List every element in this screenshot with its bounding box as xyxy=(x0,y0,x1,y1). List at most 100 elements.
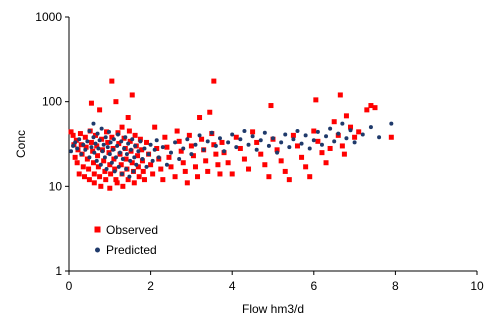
predicted-point xyxy=(103,135,108,140)
x-tick-label: 10 xyxy=(470,279,484,293)
observed-point xyxy=(116,141,122,147)
observed-point xyxy=(323,160,329,166)
predicted-point xyxy=(94,158,99,163)
predicted-point xyxy=(348,128,353,133)
predicted-point xyxy=(283,132,288,137)
predicted-point xyxy=(85,139,90,144)
observed-point xyxy=(327,145,333,151)
observed-point xyxy=(262,162,268,168)
predicted-point xyxy=(75,146,80,151)
observed-point xyxy=(97,107,103,113)
observed-point xyxy=(299,154,305,160)
observed-point xyxy=(286,177,292,183)
predicted-point xyxy=(107,152,112,157)
observed-point xyxy=(195,174,201,180)
predicted-point xyxy=(133,143,138,148)
observed-series xyxy=(68,78,394,191)
predicted-point xyxy=(340,121,345,126)
predicted-point xyxy=(169,150,173,155)
predicted-point xyxy=(130,137,135,142)
x-tick-label: 4 xyxy=(229,279,236,293)
observed-point xyxy=(237,145,243,151)
predicted-point xyxy=(368,125,373,130)
predicted-point xyxy=(73,140,78,145)
predicted-point xyxy=(213,143,218,148)
observed-point xyxy=(217,171,223,177)
predicted-point xyxy=(69,149,74,154)
predicted-point xyxy=(275,150,280,155)
predicted-point xyxy=(83,147,88,152)
predicted-point xyxy=(112,169,117,174)
observed-point xyxy=(127,138,133,144)
predicted-point xyxy=(144,164,149,169)
predicted-point xyxy=(115,132,120,137)
observed-point xyxy=(70,132,76,138)
observed-point xyxy=(88,100,94,106)
observed-point xyxy=(125,177,131,183)
observed-point xyxy=(101,158,107,164)
observed-point xyxy=(105,139,111,145)
observed-point xyxy=(241,156,247,162)
observed-point xyxy=(91,171,97,177)
observed-point xyxy=(120,183,126,189)
observed-point xyxy=(82,174,88,180)
predicted-point xyxy=(79,152,84,157)
predicted-point xyxy=(109,160,114,165)
predicted-point xyxy=(105,145,110,150)
predicted-point xyxy=(108,140,113,145)
observed-point xyxy=(137,136,143,142)
predicted-point xyxy=(246,142,251,147)
x-tick-label: 0 xyxy=(66,279,73,293)
observed-point xyxy=(84,156,90,162)
observed-point xyxy=(205,168,211,174)
predicted-point xyxy=(287,145,292,150)
predicted-point xyxy=(131,169,136,174)
legend-observed-label: Observed xyxy=(106,223,158,237)
observed-point xyxy=(91,180,97,186)
predicted-point xyxy=(389,121,394,126)
observed-point xyxy=(99,136,105,142)
legend-predicted-marker xyxy=(95,247,100,253)
observed-point xyxy=(172,174,178,180)
observed-point xyxy=(180,160,186,166)
predicted-point xyxy=(127,174,132,179)
predicted-point xyxy=(344,136,349,141)
y-tick-label: 1 xyxy=(55,264,62,278)
predicted-point xyxy=(100,149,105,154)
observed-point xyxy=(294,143,300,149)
predicted-point xyxy=(106,129,111,134)
predicted-point xyxy=(242,129,247,134)
predicted-point xyxy=(116,164,121,169)
observed-point xyxy=(97,174,103,180)
observed-point xyxy=(126,128,132,134)
predicted-point xyxy=(152,147,157,152)
predicted-series xyxy=(69,121,394,179)
observed-point xyxy=(168,164,174,170)
observed-point xyxy=(160,177,166,183)
observed-point xyxy=(82,134,88,140)
predicted-point xyxy=(336,131,341,136)
predicted-point xyxy=(295,129,300,134)
observed-point xyxy=(88,139,94,145)
predicted-point xyxy=(307,146,312,151)
predicted-point xyxy=(95,131,100,136)
predicted-point xyxy=(113,155,118,160)
predicted-point xyxy=(136,149,141,154)
observed-point xyxy=(90,148,96,154)
predicted-point xyxy=(230,132,235,137)
observed-point xyxy=(111,156,117,162)
observed-point xyxy=(77,131,83,137)
predicted-point xyxy=(129,147,134,152)
observed-point xyxy=(197,115,203,121)
x-tick-label: 8 xyxy=(392,279,399,293)
observed-point xyxy=(229,171,235,177)
predicted-point xyxy=(234,145,239,150)
observed-point xyxy=(86,166,92,172)
y-ticks: 1 10 100 1000 xyxy=(35,10,69,278)
observed-point xyxy=(313,97,319,103)
predicted-point xyxy=(238,137,243,142)
predicted-point xyxy=(177,157,182,162)
observed-point xyxy=(136,174,142,180)
predicted-point xyxy=(222,149,227,154)
observed-point xyxy=(213,151,219,157)
